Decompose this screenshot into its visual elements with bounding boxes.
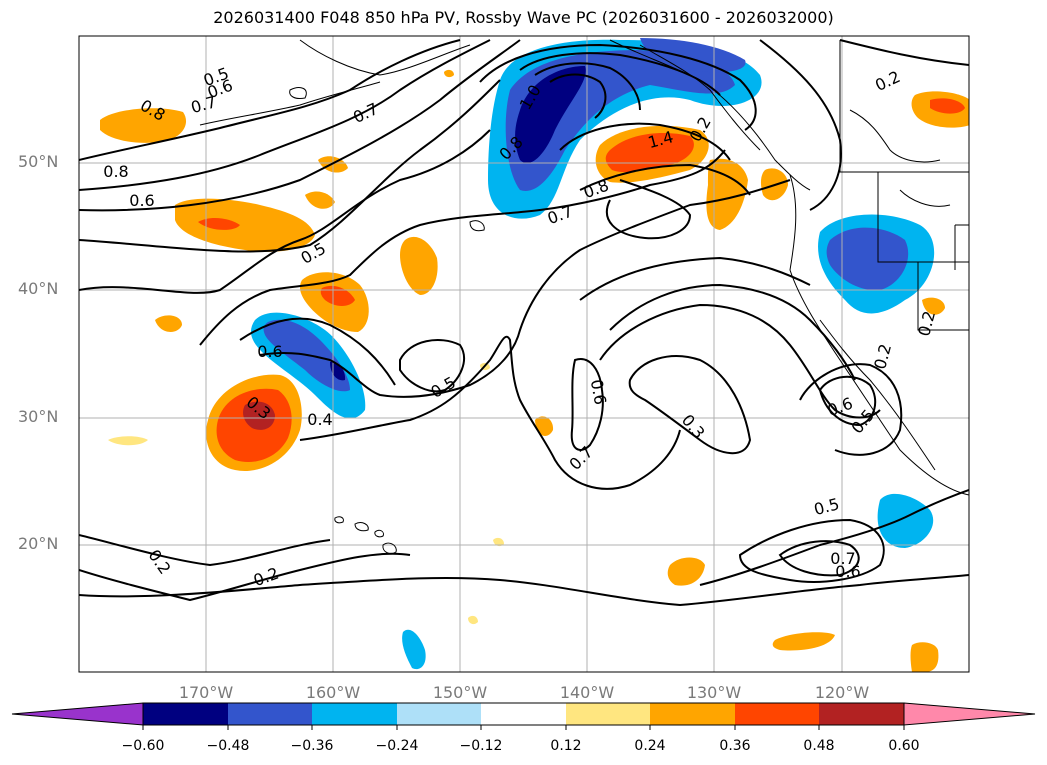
lat-label: 50°N: [18, 152, 59, 171]
colorbar-tick-label: 0.48: [803, 738, 835, 754]
colorbar-tick-label: −0.60: [121, 738, 165, 754]
pv-contours: [79, 39, 969, 607]
contour-label: 0.6: [257, 342, 282, 361]
contour-label: 0.5: [812, 494, 842, 519]
contour-label: 0.2: [870, 342, 895, 372]
colorbar-tick-label: 0.60: [888, 738, 920, 754]
contour-label: 0.6: [587, 378, 610, 406]
lat-label: 30°N: [18, 407, 59, 426]
lon-label: 140°W: [559, 683, 615, 702]
colorbar-tick-label: −0.36: [290, 738, 334, 754]
lat-label: 20°N: [18, 534, 59, 553]
colorbar-tick-label: −0.48: [206, 738, 250, 754]
colorbar-bin: [143, 703, 228, 725]
contour-label: 0.2: [872, 67, 903, 95]
colorbar-low-extension: [11, 702, 144, 726]
colorbar-tick-label: 0.36: [719, 738, 751, 754]
colorbar-tick-label: −0.12: [459, 738, 503, 754]
colorbar-bin: [228, 703, 312, 725]
lon-label: 120°W: [814, 683, 870, 702]
contour-label: 0.2: [144, 546, 174, 578]
colorbar-high-extension: [903, 702, 1036, 726]
colorbar-bin: [481, 703, 566, 725]
map-frame: [78, 35, 970, 673]
coastlines: [199, 39, 969, 555]
colorbar-bin: [566, 703, 650, 725]
lon-label: 170°W: [178, 683, 234, 702]
colorbar-tick-label: −0.24: [375, 738, 419, 754]
colorbar-tick-label: 0.24: [634, 738, 666, 754]
lon-label: 150°W: [432, 683, 488, 702]
colorbar-tick-label: 0.12: [550, 738, 582, 754]
colorbar-bin: [397, 703, 481, 725]
contour-label: 0.4: [307, 410, 332, 429]
colorbar-bin: [735, 703, 819, 725]
contour-label: 0.7: [350, 99, 381, 127]
contour-label: 0.6: [835, 562, 860, 581]
lon-label: 160°W: [305, 683, 361, 702]
colorbar: [11, 702, 1036, 730]
contour-label: 0.3: [678, 411, 709, 443]
map-title: 2026031400 F048 850 hPa PV, Rossby Wave …: [213, 8, 834, 27]
graticule: [79, 36, 969, 672]
colorbar-bin: [650, 703, 735, 725]
lon-label: 130°W: [686, 683, 742, 702]
contour-label: 0.5: [427, 373, 459, 402]
colorbar-bin: [312, 703, 397, 725]
contour-label: 0.7: [830, 549, 855, 568]
colorbar-bin: [819, 703, 904, 725]
contour-label: 0.6: [129, 191, 154, 210]
contour-label: 0.7: [565, 442, 596, 473]
contour-label: 0.7: [189, 92, 219, 117]
contour-label: 0.8: [103, 162, 128, 181]
lat-label: 40°N: [18, 279, 59, 298]
